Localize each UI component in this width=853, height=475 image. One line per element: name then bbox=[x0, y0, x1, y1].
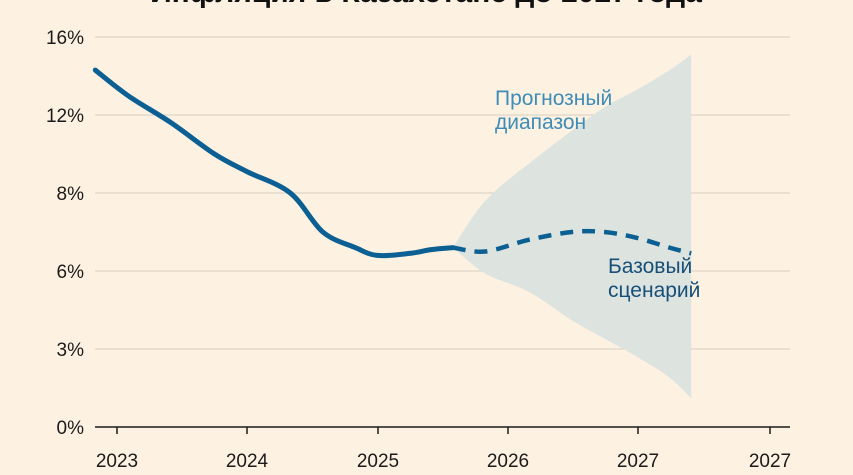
baseline-annotation-line1: Базовый bbox=[608, 255, 692, 278]
range-annotation-line2: диапазон bbox=[495, 111, 586, 134]
x-tick-label: 2024 bbox=[226, 451, 269, 472]
forecast-range-band bbox=[452, 54, 692, 399]
y-tick-label: 0% bbox=[57, 418, 85, 439]
y-axis-ticks: 16% 12% 8% 6% 3% 0% bbox=[46, 28, 84, 439]
y-tick-label: 6% bbox=[57, 262, 85, 283]
x-axis-ticks: 2023 2024 2025 2026 2027 2027 bbox=[96, 427, 791, 472]
y-tick-label: 16% bbox=[46, 28, 84, 49]
x-tick-label: 2027 bbox=[749, 451, 791, 472]
x-tick-label: 2026 bbox=[487, 451, 529, 472]
x-tick-label: 2027 bbox=[617, 451, 659, 472]
range-annotation-line1: Прогнозный bbox=[495, 87, 612, 110]
chart-title: Инфляция в Казахстане до 2027 года bbox=[150, 0, 702, 9]
y-tick-label: 8% bbox=[57, 184, 85, 205]
baseline-forecast-line bbox=[452, 228, 692, 256]
actual-inflation-line bbox=[92, 67, 456, 259]
y-tick-label: 12% bbox=[46, 106, 84, 127]
x-tick-label: 2025 bbox=[357, 451, 399, 472]
x-tick-label: 2023 bbox=[96, 451, 138, 472]
baseline-annotation-line2: сценарий bbox=[608, 279, 700, 302]
y-tick-label: 3% bbox=[57, 340, 85, 361]
